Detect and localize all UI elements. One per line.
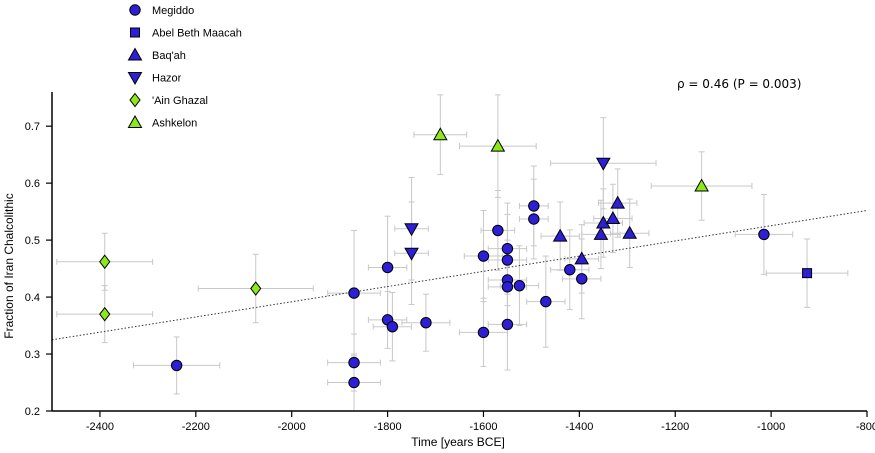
y-ticks: 0.2 0.3 0.4 0.5 0.6 0.7 (25, 121, 52, 418)
data-point (694, 178, 709, 192)
correlation-annotation: ρ = 0.46 (P = 0.003) (677, 77, 801, 91)
data-point (610, 195, 626, 209)
legend: Megiddo Abel Beth Maacah Baq'ah Hazor 'Ain G… (127, 4, 242, 130)
legend-marker (127, 47, 143, 61)
x-tick-label: -1800 (374, 421, 402, 433)
legend-item: 'Ain Ghazal (129, 92, 208, 108)
y-tick-label: 0.5 (25, 235, 40, 247)
y-tick-label: 0.3 (25, 349, 40, 361)
data-point (622, 225, 638, 239)
legend-marker (127, 114, 143, 128)
y-tick-label: 0.6 (25, 178, 40, 190)
data-point (170, 359, 183, 372)
markers-layer (99, 127, 813, 389)
data-point (386, 320, 399, 333)
legend-marker (129, 4, 141, 16)
x-tick-label: -1200 (661, 421, 689, 433)
data-point (348, 356, 360, 369)
legend-label: Hazor (152, 73, 182, 85)
legend-label: Ashkelon (152, 118, 197, 130)
data-point (477, 326, 490, 339)
x-tick-label: -1000 (757, 421, 785, 433)
x-tick-label: -1400 (565, 421, 593, 433)
data-point (576, 273, 588, 285)
x-ticks: -2400 -2200 -2000 -1800 -1600 -1400 -1200 -1000… (86, 411, 875, 433)
x-tick-label: -2200 (182, 421, 210, 433)
data-point (99, 306, 111, 322)
data-point (420, 317, 432, 329)
data-point (477, 250, 490, 262)
data-point (501, 281, 514, 293)
legend-label: 'Ain Ghazal (152, 95, 208, 107)
legend-label: Megiddo (152, 5, 194, 17)
x-tick-label: -2400 (86, 421, 114, 433)
data-point (490, 138, 506, 152)
data-point (540, 295, 552, 308)
trend-line (51, 209, 868, 341)
legend-marker (129, 92, 141, 108)
data-point (552, 228, 568, 242)
data-point (501, 242, 514, 255)
data-point (528, 213, 540, 225)
x-tick-label: -800 (856, 421, 875, 433)
data-point (250, 281, 262, 296)
data-point (404, 247, 419, 261)
data-point (348, 376, 360, 389)
data-point (513, 279, 526, 292)
x-tick-label: -1600 (469, 421, 497, 433)
data-point (564, 264, 576, 276)
y-tick-label: 0.4 (25, 292, 40, 304)
data-point (605, 210, 621, 224)
data-point (758, 228, 770, 241)
x-tick-label: -2000 (278, 421, 306, 433)
axes (51, 92, 867, 412)
data-point (595, 157, 611, 171)
data-point (501, 254, 514, 266)
data-point (501, 318, 514, 331)
data-point (574, 251, 590, 265)
legend-marker (127, 72, 143, 86)
y-tick-label: 0.7 (25, 121, 40, 133)
legend-label: Baq'ah (152, 50, 186, 62)
data-point (492, 224, 504, 237)
data-point (404, 223, 419, 237)
legend-label: Abel Beth Maacah (152, 28, 242, 40)
legend-item: Ashkelon (127, 114, 197, 130)
data-point (528, 200, 540, 212)
data-point (381, 261, 394, 274)
legend-item: Abel Beth Maacah (130, 27, 242, 40)
data-point (348, 287, 360, 299)
y-axis-label: Fraction of Iran Chalcolithic (2, 193, 16, 338)
data-point (593, 226, 609, 240)
legend-item: Megiddo (129, 4, 194, 17)
data-point (802, 268, 813, 279)
data-point (432, 127, 448, 141)
x-axis-label: Time [years BCE] (411, 435, 505, 449)
data-point (99, 254, 111, 270)
legend-item: Baq'ah (127, 47, 186, 62)
legend-item: Hazor (127, 72, 182, 86)
y-tick-label: 0.2 (25, 406, 40, 418)
legend-marker (130, 27, 140, 38)
